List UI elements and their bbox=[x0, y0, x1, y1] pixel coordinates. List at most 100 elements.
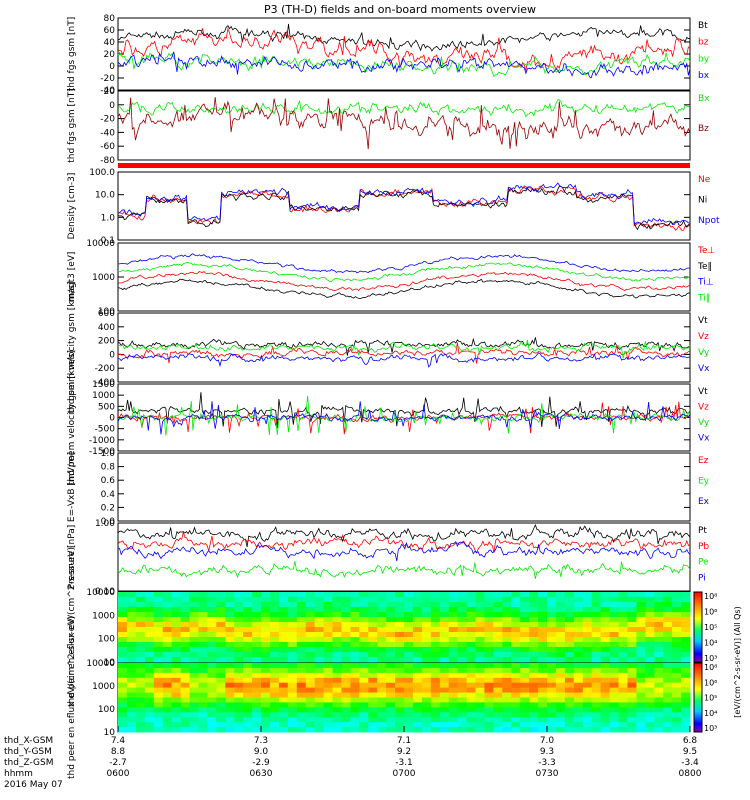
spectrogram-cell bbox=[252, 682, 262, 689]
spectrogram-cell bbox=[243, 702, 253, 708]
spectrogram-cell bbox=[475, 622, 485, 628]
spectrogram-cell bbox=[305, 642, 316, 648]
spectrogram-cell bbox=[278, 717, 289, 723]
spectrogram-cell bbox=[654, 647, 664, 653]
spectrogram-cell bbox=[502, 663, 512, 669]
spectrogram-cell bbox=[243, 717, 253, 723]
spectrogram-cell bbox=[216, 597, 226, 603]
legend-npot: Npot bbox=[698, 216, 720, 226]
spectrogram-cell bbox=[234, 702, 244, 708]
spectrogram-cell bbox=[636, 637, 646, 643]
series-bx-line bbox=[118, 99, 691, 118]
spectrogram-cell bbox=[135, 627, 146, 633]
spectrogram-cell bbox=[404, 677, 414, 684]
spectrogram-cell bbox=[645, 672, 655, 679]
spectrogram-cell bbox=[448, 652, 459, 658]
spectrogram-cell bbox=[135, 657, 146, 663]
spectrogram-cell bbox=[645, 637, 655, 643]
spectrogram-cell bbox=[153, 607, 164, 613]
spectrogram-cell bbox=[538, 717, 548, 723]
spectrogram-cell bbox=[591, 687, 602, 693]
spectrogram-cell bbox=[681, 657, 691, 663]
spectrogram-cell bbox=[627, 652, 637, 658]
spectrogram-cell bbox=[386, 602, 396, 608]
spectrogram-cell bbox=[439, 637, 450, 643]
spectrogram-cell bbox=[386, 632, 396, 638]
spectrogram-cell bbox=[118, 652, 128, 658]
spectrogram-cell bbox=[261, 712, 271, 718]
spectrogram-cell bbox=[395, 702, 405, 708]
series-te-line bbox=[117, 278, 691, 300]
spectrogram-cell bbox=[135, 717, 146, 723]
spectrogram-cell bbox=[287, 592, 298, 598]
spectrogram-cell bbox=[386, 612, 396, 618]
spectrogram-cell bbox=[627, 667, 637, 674]
spectrogram-cell bbox=[350, 617, 360, 623]
spectrogram-cell bbox=[252, 667, 262, 674]
spectrogram-cell bbox=[278, 722, 289, 728]
spectrogram-cell bbox=[198, 727, 208, 733]
spectrogram-cell bbox=[386, 647, 396, 653]
spectrogram-cell bbox=[582, 687, 593, 693]
spectrogram-cell bbox=[430, 687, 441, 693]
spectrogram-cell bbox=[314, 707, 324, 713]
spectrogram-cell bbox=[350, 627, 360, 633]
spectrogram-cell bbox=[404, 687, 414, 693]
spectrogram-cell bbox=[529, 607, 539, 613]
spectrogram-cell bbox=[555, 707, 566, 713]
spectrogram-cell bbox=[404, 682, 414, 689]
spectrogram-cell bbox=[457, 617, 467, 623]
spectrogram-cell bbox=[547, 692, 557, 698]
spectrogram-cell bbox=[654, 687, 664, 693]
spectrogram-cell bbox=[672, 642, 682, 648]
spectrogram-cell bbox=[305, 672, 316, 679]
spectrogram-cell bbox=[636, 712, 646, 718]
spectrogram-cell bbox=[243, 617, 253, 623]
spectrogram-cell bbox=[538, 672, 548, 679]
spectrogram-cell bbox=[591, 652, 602, 658]
spectrogram-cell bbox=[564, 647, 575, 653]
spectrogram-cell bbox=[144, 602, 155, 608]
spectrogram-cell bbox=[350, 717, 360, 723]
spectrogram-cell bbox=[421, 687, 432, 693]
spectrogram-cell bbox=[287, 702, 298, 708]
spectrogram-cell bbox=[171, 612, 181, 618]
spectrogram-cell bbox=[493, 632, 503, 638]
spectrogram-cell bbox=[368, 702, 378, 708]
spectrogram-cell bbox=[305, 632, 316, 638]
spectrogram-cell bbox=[672, 657, 682, 663]
spectrogram-cell bbox=[234, 682, 244, 689]
spectrogram-cell bbox=[386, 702, 396, 708]
spectrogram-cell bbox=[618, 677, 628, 684]
spectrogram-cell bbox=[126, 672, 137, 679]
spectrogram-cell bbox=[386, 642, 396, 648]
spectrogram-cell bbox=[305, 712, 316, 718]
spectrogram-cell bbox=[439, 707, 450, 713]
spectrogram-cell bbox=[395, 663, 405, 669]
spectrogram-cell bbox=[457, 727, 467, 733]
ytick-label: 0.2 bbox=[101, 503, 115, 513]
spectrogram-cell bbox=[582, 647, 593, 653]
spectrogram-cell bbox=[564, 677, 575, 684]
spectrogram-cell bbox=[314, 652, 324, 658]
spectrogram-cell bbox=[287, 727, 298, 733]
spectrogram-cell bbox=[135, 687, 146, 693]
spectrogram-cell bbox=[118, 592, 128, 598]
spectrogram-cell bbox=[591, 697, 602, 703]
spectrogram-cell bbox=[207, 647, 217, 653]
spectrogram-cell bbox=[323, 632, 333, 638]
spectrogram-cell bbox=[609, 632, 619, 638]
spectrogram-cell bbox=[672, 692, 682, 698]
spectrogram-cell bbox=[582, 592, 593, 598]
spectrogram-cell bbox=[421, 602, 432, 608]
spectrogram-cell bbox=[135, 592, 146, 598]
spectrogram-cell bbox=[502, 707, 512, 713]
spectrogram-cell bbox=[627, 627, 637, 633]
spectrogram-cell bbox=[261, 667, 271, 674]
spectrogram-cell bbox=[153, 642, 164, 648]
spectrogram-cell bbox=[493, 667, 503, 674]
spectrogram-cell bbox=[538, 607, 548, 613]
spectrogram-cell bbox=[663, 727, 673, 733]
spectrogram-cell bbox=[386, 677, 396, 684]
